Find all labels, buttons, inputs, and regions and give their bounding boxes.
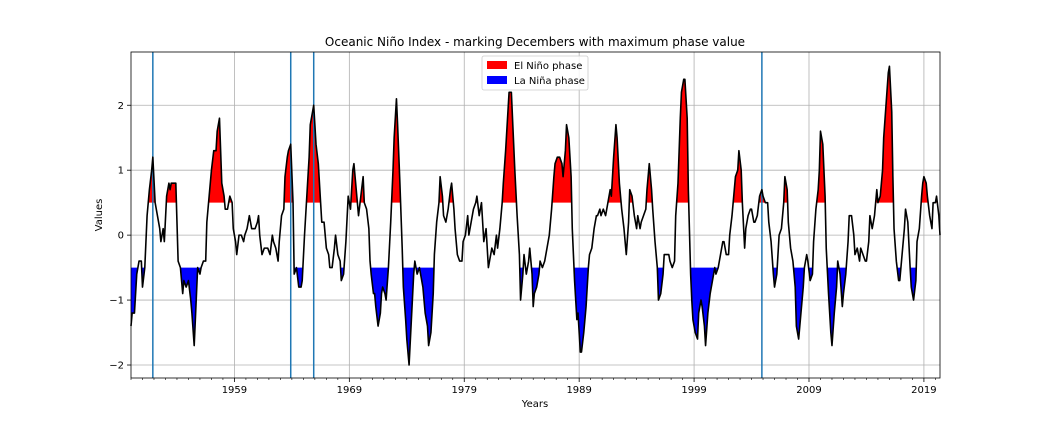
chart-title: Oceanic Niño Index - marking Decembers w…	[325, 35, 745, 49]
phase-fills	[131, 66, 938, 366]
y-tick-label: 0	[118, 231, 124, 242]
la-nina-fill	[910, 267, 917, 301]
x-axis: 1959 1969 1979 1989 1999 2009 2019	[130, 378, 937, 396]
el-nino-fill	[502, 92, 517, 203]
y-tick-label: −2	[109, 361, 124, 372]
x-tick-label: 1969	[337, 385, 362, 396]
y-tick-label: 2	[118, 101, 124, 112]
y-tick-label: −1	[109, 296, 124, 307]
legend-label-el-nino: El Niño phase	[514, 61, 582, 72]
la-nina-fill	[370, 267, 389, 327]
y-axis: −2 −1 0 1 2	[109, 101, 131, 372]
y-axis-label: Values	[94, 199, 105, 232]
el-nino-fill	[208, 118, 225, 203]
x-tick-label: 1999	[681, 385, 706, 396]
x-tick-label: 2019	[911, 385, 936, 396]
legend-label-la-nina: La Niña phase	[514, 76, 585, 87]
grid-lines	[131, 52, 940, 378]
x-tick-label: 1979	[452, 385, 477, 396]
oni-series-line	[130, 65, 941, 366]
la-nina-fill	[827, 267, 838, 346]
la-nina-fill	[574, 267, 589, 353]
plot-area-frame	[130, 51, 941, 379]
el-nino-fill	[676, 79, 689, 203]
y-tick-label: 1	[118, 166, 124, 177]
el-nino-fill	[646, 163, 653, 203]
legend-swatch-el-nino	[487, 61, 507, 69]
oni-line	[130, 65, 941, 366]
x-axis-label: Years	[521, 399, 548, 410]
x-tick-label: 1989	[566, 385, 591, 396]
la-nina-fill	[402, 267, 415, 366]
legend: El Niño phase La Niña phase	[481, 55, 589, 91]
el-nino-fill	[391, 98, 401, 203]
x-tick-label: 1959	[222, 385, 247, 396]
la-nina-fill	[793, 267, 805, 340]
december-markers	[152, 52, 763, 378]
el-nino-fill	[877, 66, 894, 203]
legend-swatch-la-nina	[487, 76, 507, 84]
el-nino-fill	[607, 124, 622, 203]
legend-box	[481, 55, 589, 91]
x-tick-label: 2009	[796, 385, 821, 396]
